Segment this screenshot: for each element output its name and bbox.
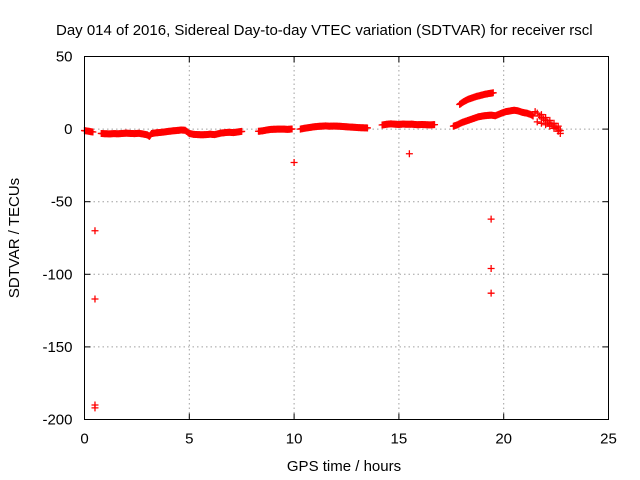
y-tick-label: 0 xyxy=(64,121,72,138)
data-point xyxy=(529,112,537,120)
data-point xyxy=(537,119,545,127)
x-tick-label: 5 xyxy=(185,431,193,448)
data-point xyxy=(542,121,550,129)
data-point xyxy=(546,116,554,124)
outlier-point xyxy=(91,227,99,235)
data-point xyxy=(550,119,558,127)
x-tick-label: 0 xyxy=(80,431,88,448)
outlier-point xyxy=(405,150,413,158)
chart-title: Day 014 of 2016, Sidereal Day-to-day VTE… xyxy=(56,22,593,39)
data-point xyxy=(533,118,541,126)
data-point xyxy=(89,128,97,136)
data-point xyxy=(528,111,536,119)
data-point xyxy=(489,89,497,97)
data-point xyxy=(363,124,371,132)
outlier-point xyxy=(487,215,495,223)
plot-frame xyxy=(84,56,609,420)
outlier-point xyxy=(487,264,495,272)
y-tick-label: -100 xyxy=(42,266,72,283)
data-point xyxy=(554,122,562,130)
outlier-point xyxy=(487,289,495,297)
data-point xyxy=(431,121,439,129)
x-tick-label: 15 xyxy=(391,431,408,448)
x-tick-label: 20 xyxy=(495,431,512,448)
data-point xyxy=(238,127,246,135)
y-tick-label: -150 xyxy=(42,339,72,356)
data-point xyxy=(542,113,550,121)
y-tick-label: -50 xyxy=(51,194,73,211)
outlier-point xyxy=(91,404,99,412)
x-axis-label: GPS time / hours xyxy=(287,458,401,475)
data-point xyxy=(288,125,296,133)
outlier-point xyxy=(91,295,99,303)
axis-ticks: 0 5 10 15 20 25 50 0 -50 -100 -150 -200 xyxy=(42,49,616,448)
x-tick-label: 25 xyxy=(600,431,617,448)
outlier-point xyxy=(290,158,298,166)
y-tick-label: -200 xyxy=(42,412,72,429)
data-point xyxy=(556,129,564,137)
x-tick-label: 10 xyxy=(286,431,303,448)
y-tick-label: 50 xyxy=(56,49,73,66)
y-axis-label: SDTVAR / TECUs xyxy=(6,178,23,298)
data-points xyxy=(81,89,564,412)
data-point xyxy=(537,111,545,119)
grid xyxy=(84,56,609,420)
